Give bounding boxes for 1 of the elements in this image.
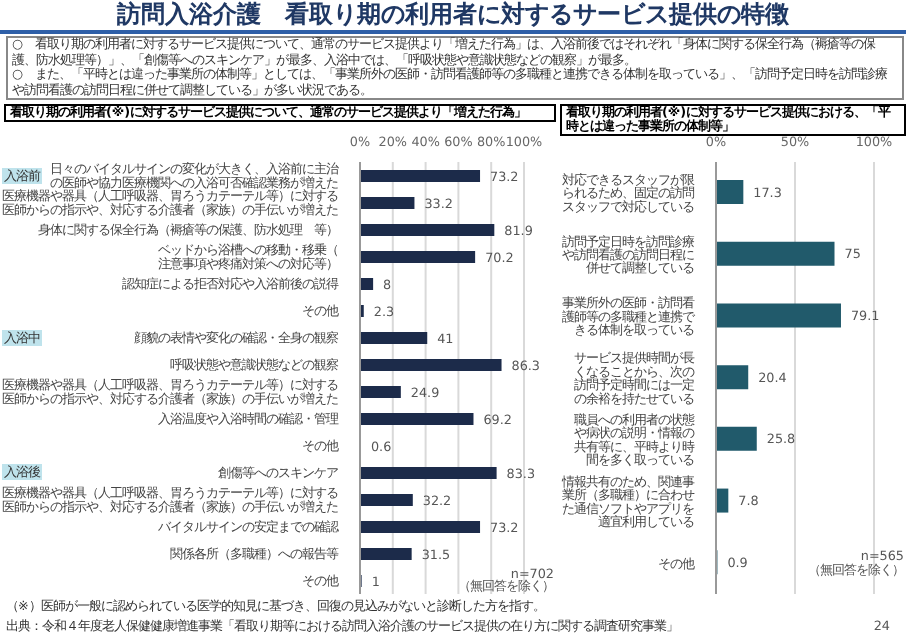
text: 訪問入浴介護 看取り期の利用者に対するサービス提供の特徴: [114, 0, 791, 30]
